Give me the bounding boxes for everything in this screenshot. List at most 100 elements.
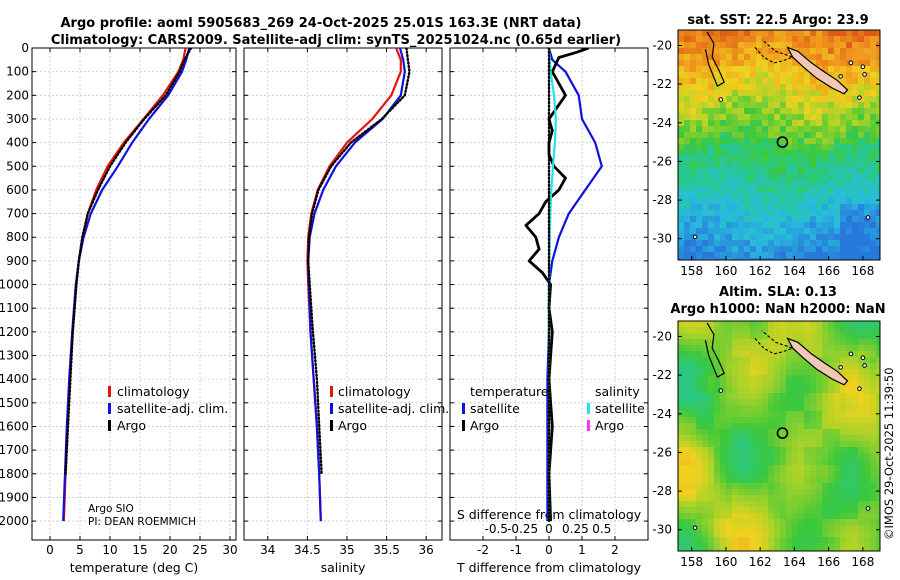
map-cell [684, 465, 691, 472]
map-cell [762, 216, 769, 223]
map-cell [792, 405, 799, 412]
map-cell [774, 369, 781, 376]
map-cell [696, 246, 703, 253]
map-cell [816, 423, 823, 430]
map-cell [678, 507, 685, 514]
map-cell [792, 222, 799, 229]
map-cell [744, 507, 751, 514]
map-cell [696, 513, 703, 520]
map-cell [786, 345, 793, 352]
map-cell [852, 333, 859, 340]
map-cell [750, 72, 757, 79]
map-cell [696, 114, 703, 121]
map-cell [732, 417, 739, 424]
map-cell [846, 120, 853, 127]
map-cell [864, 333, 871, 340]
map-cell [696, 405, 703, 412]
map-cell [708, 42, 715, 49]
map-cell [828, 132, 835, 139]
map-cell [762, 150, 769, 157]
small-island [862, 72, 867, 77]
map-cell [852, 42, 859, 49]
map-cell [696, 90, 703, 97]
legend-swatch-t-argo [462, 420, 465, 431]
map-cell [858, 60, 865, 67]
map-cell [678, 228, 685, 235]
map-cell [774, 156, 781, 163]
map-cell [828, 531, 835, 538]
x-tick-label: 25 [192, 543, 207, 557]
map-cell [864, 96, 871, 103]
map-cell [840, 228, 847, 235]
map-cell [720, 156, 727, 163]
map-cell [720, 519, 727, 526]
map-cell [822, 513, 829, 520]
map-cell [744, 222, 751, 229]
map-cell [756, 531, 763, 538]
map-cell [876, 519, 880, 526]
map-cell [708, 501, 715, 508]
map-cell [804, 132, 811, 139]
map-cell [762, 174, 769, 181]
map-cell [798, 519, 805, 526]
map-cell [846, 549, 853, 551]
map-cell [816, 531, 823, 538]
map-cell [714, 186, 721, 193]
map-cell [804, 441, 811, 448]
map-cell [774, 489, 781, 496]
map-cell [822, 30, 829, 37]
map-cell [774, 519, 781, 526]
map-cell [792, 369, 799, 376]
map-cell [690, 369, 697, 376]
lagoon-reef-outline [754, 39, 795, 64]
map-cell [798, 120, 805, 127]
map-cell [702, 471, 709, 478]
map-cell [816, 132, 823, 139]
depth-tick-label: 1900 [0, 490, 29, 504]
map-cell [750, 513, 757, 520]
map-cell [816, 114, 823, 121]
map-cell [852, 549, 859, 551]
map-cell [720, 132, 727, 139]
map-cell [834, 417, 841, 424]
map-cell [720, 60, 727, 67]
map-cell [876, 180, 880, 187]
map-cell [828, 216, 835, 223]
map-cell [870, 387, 877, 394]
map-cell [792, 192, 799, 199]
map-cell [768, 192, 775, 199]
map-cell [714, 114, 721, 121]
map-cell [852, 126, 859, 133]
map-cell [678, 204, 685, 211]
map-cell [684, 186, 691, 193]
map-cell [780, 387, 787, 394]
map-cell [714, 543, 721, 550]
map-cell [798, 447, 805, 454]
map-cell [858, 90, 865, 97]
map-cell [720, 477, 727, 484]
map-cell [744, 453, 751, 460]
map-cell [732, 204, 739, 211]
map-cell [774, 321, 781, 328]
map-cell [732, 483, 739, 490]
x-tick-label: 2 [611, 543, 619, 557]
legend-swatch-s-satellite [587, 403, 590, 414]
map-cell [744, 411, 751, 418]
map-cell [804, 465, 811, 472]
map-cell [816, 222, 823, 229]
map-cell [690, 180, 697, 187]
map-cell [708, 54, 715, 61]
map-cell [840, 483, 847, 490]
map-cell [834, 228, 841, 235]
map-cell [720, 162, 727, 169]
argo-float-marker [776, 136, 789, 148]
map-cell [690, 345, 697, 352]
map-cell [768, 252, 775, 259]
map-cell [702, 126, 709, 133]
map-cell [786, 525, 793, 532]
map-cell [690, 42, 697, 49]
map-cell [864, 114, 871, 121]
map-cell [870, 345, 877, 352]
x-tick-label: 0 [545, 543, 553, 557]
map-cell [750, 519, 757, 526]
